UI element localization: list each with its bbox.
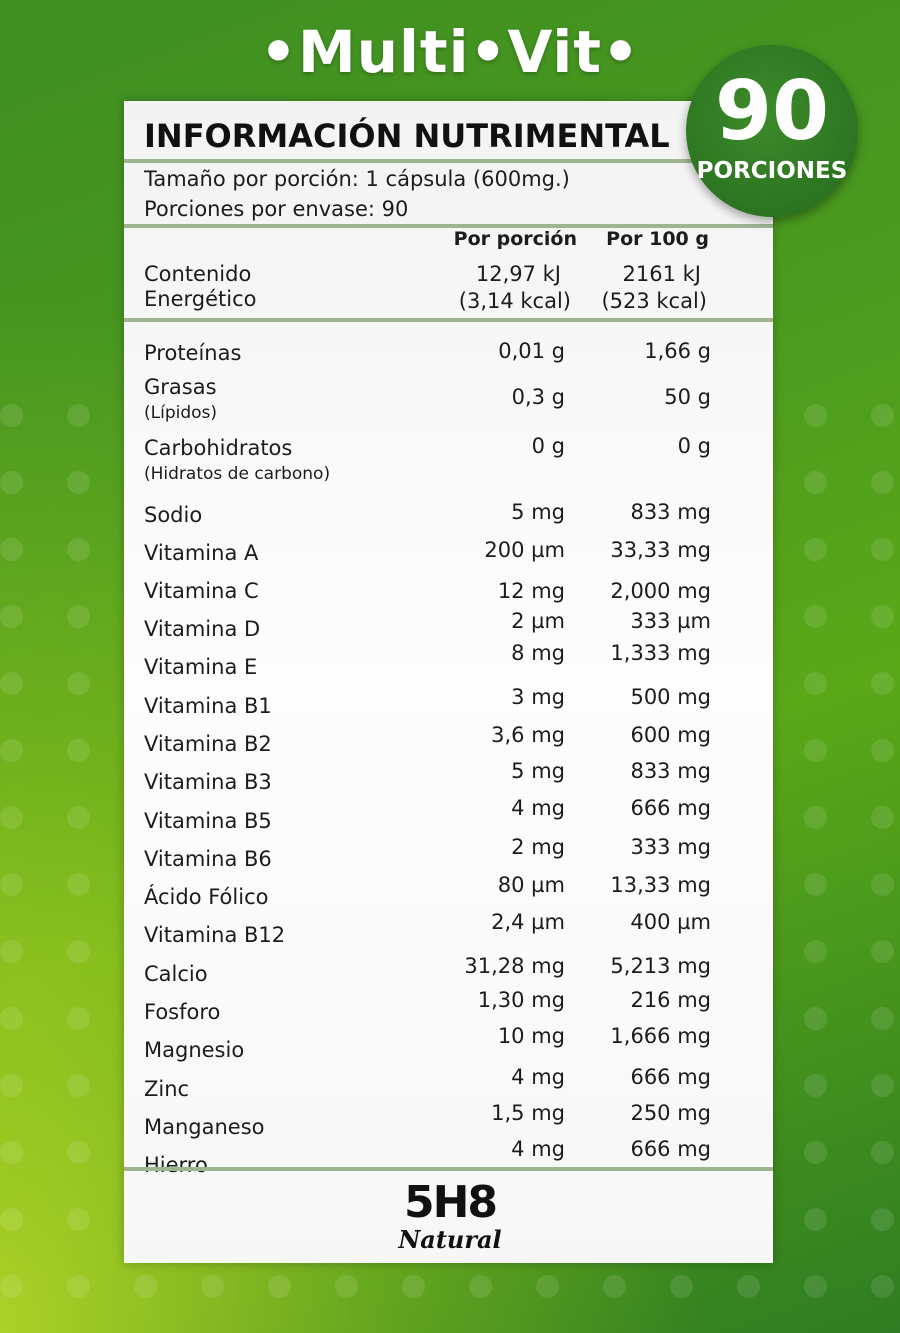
nutrient-per-serving: 3 mg: [511, 685, 565, 709]
nutrient-name: Magnesio: [144, 1038, 245, 1062]
header-divider: [124, 224, 773, 228]
nutrient-per-100g: 5,213 mg: [610, 954, 711, 978]
nutrient-subname: (Hidratos de carbono): [144, 464, 331, 484]
nutrient-per-100g: 1,66 g: [644, 339, 711, 363]
energy-per-100g-kcal: (523 kcal): [601, 289, 707, 313]
nutrient-per-serving: 4 mg: [511, 1137, 565, 1161]
nutrient-per-serving: 31,28 mg: [464, 954, 565, 978]
nutrient-per-serving: 0 g: [531, 434, 565, 458]
nutrient-name: Vitamina B1: [144, 694, 272, 718]
nutrient-per-100g: 333 mg: [630, 835, 711, 859]
nutrient-per-serving: 2,4 µm: [491, 910, 565, 934]
nutrient-name: Ácido Fólico: [144, 885, 269, 909]
brand-logo: 5H8 Natural: [375, 1177, 525, 1257]
nutrient-name: Vitamina E: [144, 655, 258, 679]
column-header-per-serving: Por porción: [453, 228, 577, 250]
nutrient-per-serving: 5 mg: [511, 500, 565, 524]
nutrient-name: Carbohidratos: [144, 436, 293, 460]
nutrient-name: Calcio: [144, 962, 208, 986]
nutrient-name: Vitamina B3: [144, 770, 272, 794]
energy-per-serving-kcal: (3,14 kcal): [458, 289, 571, 313]
nutrient-subname: (Lípidos): [144, 403, 218, 423]
nutrient-per-serving: 0,01 g: [498, 339, 565, 363]
nutrient-name: Proteínas: [144, 341, 242, 365]
nutrient-per-serving: 4 mg: [511, 1065, 565, 1089]
nutrient-per-100g: 1,666 mg: [610, 1024, 711, 1048]
nutrient-per-100g: 400 µm: [630, 910, 711, 934]
nutrient-name: Vitamina D: [144, 617, 261, 641]
nutrient-per-100g: 33,33 mg: [610, 538, 711, 562]
nutrient-per-serving: 1,30 mg: [477, 988, 565, 1012]
nutrient-per-serving: 10 mg: [497, 1024, 565, 1048]
nutrient-name: Grasas: [144, 375, 217, 399]
nutrient-name: Sodio: [144, 503, 203, 527]
nutrient-per-serving: 2 µm: [511, 609, 565, 633]
nutrient-per-serving: 0,3 g: [511, 385, 565, 409]
energy-label-line1: Contenido: [144, 262, 252, 286]
nutrient-per-100g: 50 g: [664, 385, 711, 409]
nutrient-per-100g: 13,33 mg: [610, 873, 711, 897]
nutrient-per-serving: 8 mg: [511, 641, 565, 665]
nutrient-per-100g: 216 mg: [630, 988, 711, 1012]
title-divider: [124, 159, 773, 163]
nutrient-name: Zinc: [144, 1077, 190, 1101]
nutrient-per-100g: 500 mg: [630, 685, 711, 709]
nutrient-per-100g: 333 µm: [630, 609, 711, 633]
nutrient-per-100g: 0 g: [677, 434, 711, 458]
logo-main-text: 5H8: [403, 1177, 498, 1228]
nutrition-panel: INFORMACIÓN NUTRIMENTAL Tamaño por porci…: [124, 101, 773, 1263]
nutrient-per-100g: 833 mg: [630, 500, 711, 524]
nutrient-per-100g: 666 mg: [630, 796, 711, 820]
nutrient-name: Vitamina B2: [144, 732, 272, 756]
nutrient-per-100g: 666 mg: [630, 1137, 711, 1161]
nutrient-per-serving: 2 mg: [511, 835, 565, 859]
nutrient-per-serving: 4 mg: [511, 796, 565, 820]
nutrient-name: Vitamina B12: [144, 923, 286, 947]
nutrient-per-serving: 12 mg: [497, 579, 565, 603]
column-header-per-100g: Por 100 g: [606, 228, 709, 250]
energy-label-line2: Energético: [144, 287, 257, 311]
nutrient-per-100g: 600 mg: [630, 723, 711, 747]
nutrient-per-100g: 666 mg: [630, 1065, 711, 1089]
energy-per-serving-kj: 12,97 kJ: [475, 262, 561, 286]
badge-label: PORCIONES: [696, 158, 848, 184]
badge-number: 90: [714, 64, 830, 159]
nutrient-name: Manganeso: [144, 1115, 265, 1139]
nutrient-per-serving: 200 µm: [484, 538, 565, 562]
energy-divider: [124, 318, 773, 322]
nutrient-per-100g: 833 mg: [630, 759, 711, 783]
energy-per-100g-kj: 2161 kJ: [622, 262, 701, 286]
nutrient-per-serving: 1,5 mg: [491, 1101, 565, 1125]
nutrient-name: Vitamina C: [144, 579, 259, 603]
nutrient-per-serving: 5 mg: [511, 759, 565, 783]
serving-size: Tamaño por porción: 1 cápsula (600mg.): [144, 167, 570, 191]
nutrient-name: Hierro: [144, 1153, 208, 1177]
nutrient-name: Vitamina A: [144, 541, 259, 565]
nutrient-name: Vitamina B6: [144, 847, 272, 871]
panel-title: INFORMACIÓN NUTRIMENTAL: [144, 117, 670, 155]
brand-title: •Multi•Vit•: [259, 18, 641, 86]
nutrient-name: Vitamina B5: [144, 809, 272, 833]
servings-per-container: Porciones por envase: 90: [144, 197, 409, 221]
nutrient-per-serving: 80 µm: [497, 873, 565, 897]
logo-sub-text: Natural: [398, 1225, 502, 1254]
bottom-divider: [124, 1167, 773, 1171]
nutrient-per-100g: 1,333 mg: [610, 641, 711, 665]
nutrient-name: Fosforo: [144, 1000, 221, 1024]
nutrient-per-100g: 2,000 mg: [610, 579, 711, 603]
servings-badge: 90 PORCIONES: [686, 45, 858, 217]
nutrient-per-100g: 250 mg: [630, 1101, 711, 1125]
nutrient-per-serving: 3,6 mg: [491, 723, 565, 747]
